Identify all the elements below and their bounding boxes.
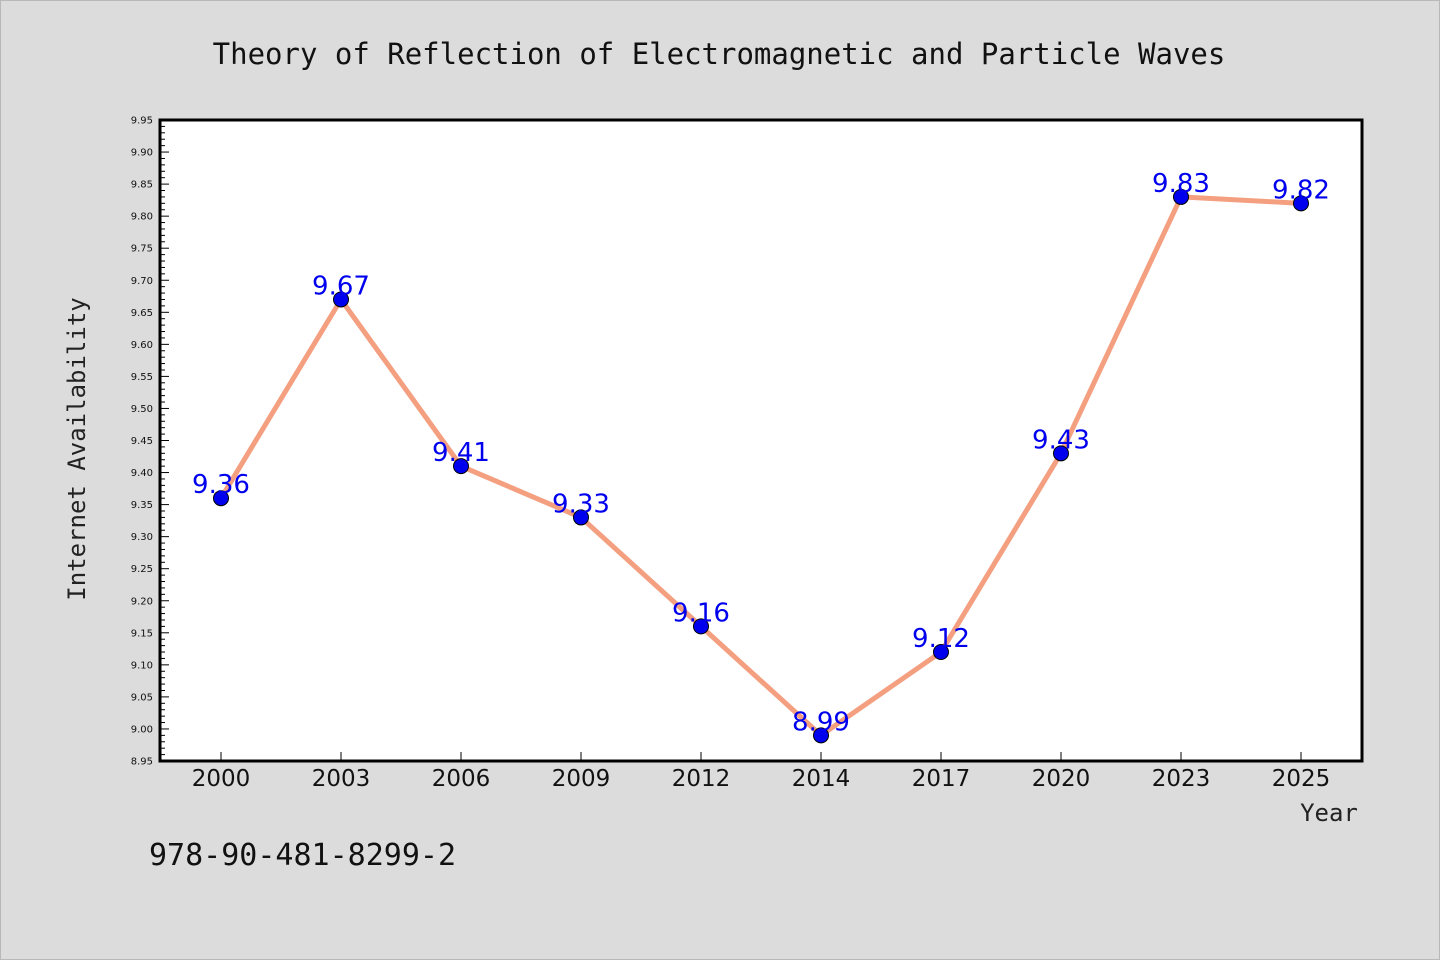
y-tick-label: 9.65 xyxy=(131,308,153,319)
y-tick-label: 9.70 xyxy=(131,276,153,287)
y-tick-label: 9.45 xyxy=(131,436,153,447)
y-tick-label: 9.05 xyxy=(131,692,153,703)
data-label: 9.43 xyxy=(1032,425,1090,455)
data-point xyxy=(933,644,949,661)
data-point xyxy=(333,291,349,308)
y-tick-label: 9.25 xyxy=(131,564,153,575)
y-tick-label: 9.40 xyxy=(131,468,153,479)
x-tick-label: 2020 xyxy=(1032,766,1091,792)
x-tick-label: 2025 xyxy=(1272,766,1331,792)
y-tick-label: 9.15 xyxy=(131,628,153,639)
plot-area xyxy=(158,118,1364,763)
isbn-code: 978-90-481-8299-2 xyxy=(149,838,456,873)
y-tick-label: 9.75 xyxy=(131,244,153,255)
x-tick-label: 2023 xyxy=(1152,766,1211,792)
y-axis: 8.95 9.00 9.05 9.10 9.15 9.20 9.25 9.30 9.35 9.40… xyxy=(131,116,169,768)
data-label: 9.41 xyxy=(432,438,490,468)
x-tick-label: 2009 xyxy=(552,766,611,792)
y-tick-label: 8.95 xyxy=(131,757,153,768)
data-label: 9.67 xyxy=(312,271,370,301)
chart-title: Theory of Reflection of Electromagnetic … xyxy=(213,37,1226,71)
x-tick-label: 2003 xyxy=(312,766,371,792)
data-point xyxy=(1053,445,1069,462)
data-point xyxy=(453,458,469,475)
x-tick-label: 2000 xyxy=(192,766,251,792)
y-tick-label: 9.95 xyxy=(131,116,153,127)
data-label: 9.16 xyxy=(672,598,730,628)
y-tick-label: 9.00 xyxy=(131,724,153,735)
x-tick-label: 2014 xyxy=(792,766,851,792)
data-point xyxy=(573,509,589,526)
y-tick-label: 9.30 xyxy=(131,532,153,543)
y-tick-label: 9.35 xyxy=(131,500,153,511)
data-label: 9.83 xyxy=(1152,169,1210,199)
y-tick-label: 9.55 xyxy=(131,372,153,383)
data-point xyxy=(1173,188,1189,205)
x-tick-label: 2012 xyxy=(672,766,731,792)
x-tick-label: 2006 xyxy=(432,766,491,792)
y-tick-label: 9.60 xyxy=(131,340,153,351)
data-point xyxy=(693,618,709,635)
y-tick-label: 9.20 xyxy=(131,596,153,607)
data-point xyxy=(813,727,829,744)
y-tick-label: 9.85 xyxy=(131,180,153,191)
data-label: 9.12 xyxy=(912,624,970,654)
data-point xyxy=(213,490,229,507)
x-axis: 2000 2003 2006 2009 2012 2014 2017 2020 2023 2025 xyxy=(192,752,1331,792)
series-line xyxy=(218,194,1302,738)
y-tick-label: 9.10 xyxy=(131,660,153,671)
y-tick-label: 9.50 xyxy=(131,404,153,415)
data-label: 8.99 xyxy=(792,707,850,737)
y-tick-label: 9.90 xyxy=(131,148,153,159)
x-tick-label: 2017 xyxy=(912,766,971,792)
x-axis-label: Year xyxy=(1300,799,1358,827)
data-point xyxy=(1293,195,1309,212)
y-axis-label: Internet Availability xyxy=(63,297,91,600)
data-label: 9.33 xyxy=(552,489,610,519)
y-tick-label: 9.80 xyxy=(131,212,153,223)
data-label: 9.82 xyxy=(1272,175,1330,205)
series-line-group: 9.36 9.67 9.41 9.33 9.16 8.99 9.12 9.43 9.83 9.82 xyxy=(192,169,1330,744)
data-label: 9.36 xyxy=(192,470,250,500)
